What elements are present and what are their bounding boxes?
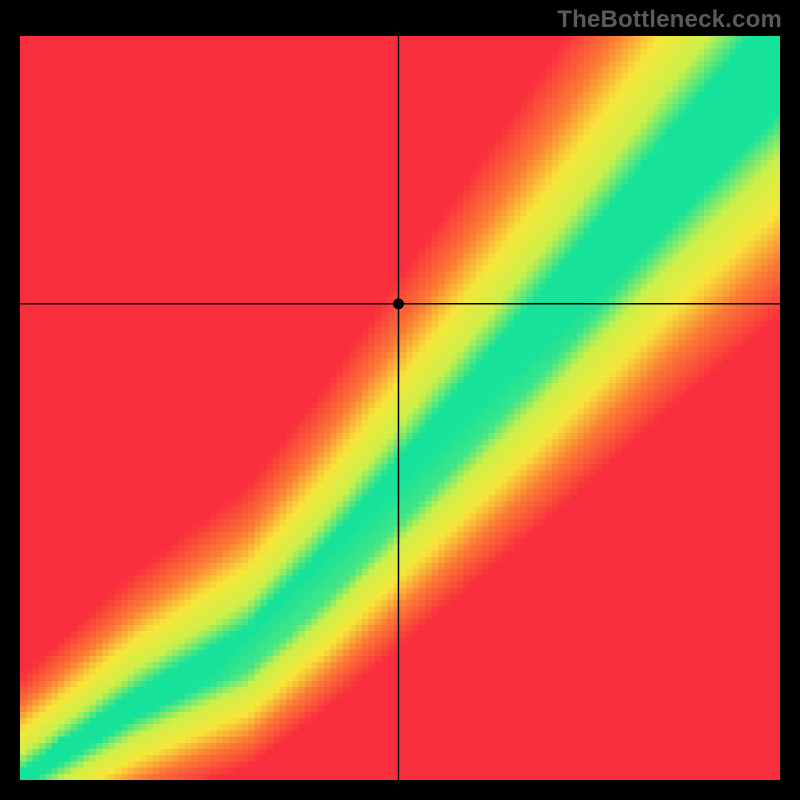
overlay-canvas: [0, 0, 800, 800]
chart-container: TheBottleneck.com: [0, 0, 800, 800]
attribution-text: TheBottleneck.com: [557, 6, 782, 34]
